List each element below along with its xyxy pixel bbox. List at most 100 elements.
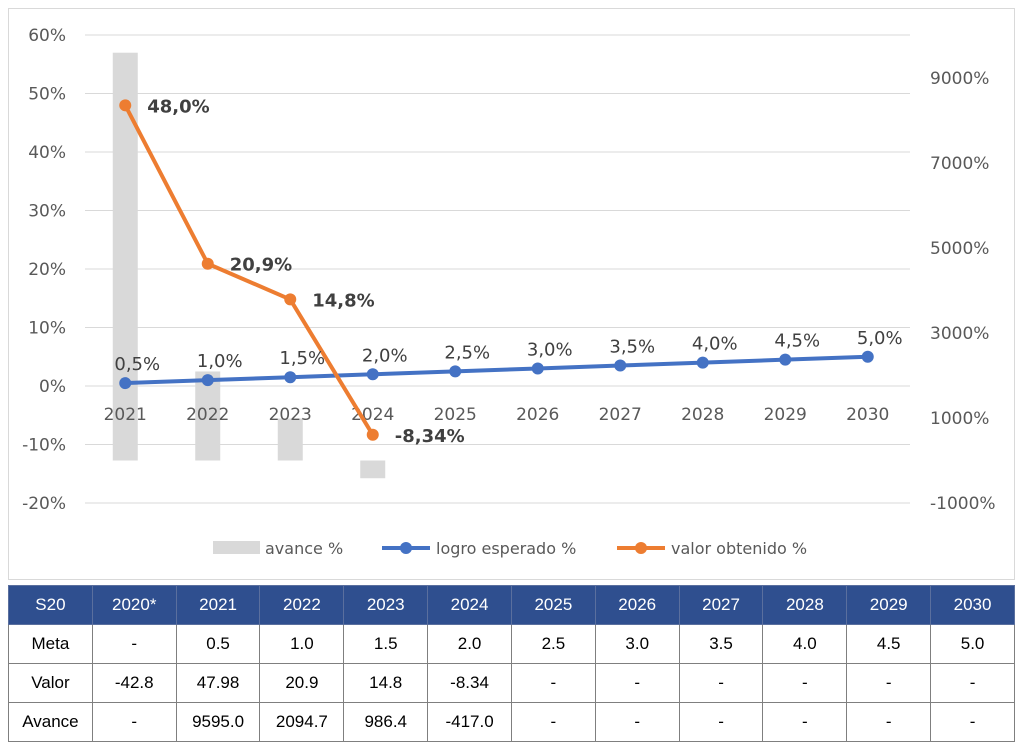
secondary-tick-label: 3000% — [930, 324, 989, 344]
table-cell: - — [510, 663, 596, 703]
table-cell: - — [678, 702, 764, 742]
marker-point — [531, 362, 544, 375]
data-label-logro: 0,5% — [114, 354, 160, 375]
data-label-valor: -8,34% — [395, 426, 465, 447]
marker-point — [119, 377, 132, 390]
legend: avance % logro esperado % valor obtenido % — [213, 539, 807, 558]
table-header-cell: 2028 — [762, 585, 848, 625]
marker-point — [119, 99, 132, 112]
table-cell: 3.5 — [678, 624, 764, 664]
primary-tick-label: 60% — [28, 26, 66, 46]
primary-tick-label: 40% — [28, 143, 66, 163]
category-label: 2029 — [764, 405, 807, 425]
bar-avance — [360, 460, 386, 479]
secondary-tick-label: 7000% — [930, 154, 989, 174]
secondary-axis: 9000% 7000% 5000% 3000% 1000% -1000% — [930, 69, 996, 514]
table-cell: 2.0 — [427, 624, 512, 664]
primary-tick-label: -10% — [22, 436, 66, 456]
table-header-cell: 2025 — [510, 585, 596, 625]
data-label-logro: 4,0% — [692, 334, 738, 355]
table-cell: 2094.7 — [259, 702, 345, 742]
marker-point — [779, 353, 792, 366]
legend-swatch-avance — [213, 541, 260, 554]
chart-frame — [8, 8, 1015, 580]
row-label-cell: Valor — [8, 663, 93, 703]
table-cell: -42.8 — [91, 663, 177, 703]
table-cell: 5.0 — [930, 624, 1015, 664]
combo-chart: 60% 50% 40% 30% 20% 10% 0% -10% -20% 9000% 7000% 5… — [22, 26, 996, 558]
data-label-logro: 2,0% — [362, 345, 408, 366]
bar-avance — [195, 371, 221, 461]
table-header-cell: 2023 — [343, 585, 429, 625]
marker-point — [366, 428, 379, 441]
table-cell: 0.5 — [175, 624, 261, 664]
table-header-cell: 2030 — [930, 585, 1015, 625]
table-cell: 47.98 — [175, 663, 261, 703]
category-label: 2026 — [516, 405, 559, 425]
table-cell: - — [91, 702, 177, 742]
row-label-cell: Avance — [8, 702, 93, 742]
marker-point — [284, 293, 297, 306]
data-table: S20 2020* 2021 2022 2023 2024 2025 2026 2027 2028… — [8, 585, 1015, 742]
table-cell: - — [930, 663, 1015, 703]
table-row: Avance -9595.0 2094.7 986.4 -417.0- - - - - - — [8, 702, 1015, 742]
table-cell: - — [762, 702, 848, 742]
legend-label-valor: valor obtenido % — [671, 539, 807, 558]
table-row: Meta -0.5 1.0 1.5 2.0 2.5 3.0 3.5 4.0 4.5 5.0 — [8, 624, 1015, 664]
primary-axis: 60% 50% 40% 30% 20% 10% 0% -10% -20% — [22, 26, 66, 514]
data-label-logro: 2,5% — [444, 342, 490, 363]
table-cell: 1.0 — [259, 624, 345, 664]
line-series — [119, 99, 874, 441]
table-cell: 9595.0 — [175, 702, 261, 742]
category-label: 2023 — [269, 405, 312, 425]
data-label-logro: 1,5% — [279, 348, 325, 369]
marker-point — [201, 257, 214, 270]
table-header-cell: 2024 — [427, 585, 512, 625]
data-label-valor: 14,8% — [312, 290, 374, 311]
secondary-tick-label: 5000% — [930, 239, 989, 259]
secondary-tick-label: 9000% — [930, 69, 989, 89]
primary-tick-label: 0% — [39, 377, 66, 397]
primary-tick-label: 30% — [28, 202, 66, 222]
table-header-cell: 2021 — [175, 585, 261, 625]
legend-label-logro: logro esperado % — [436, 539, 576, 558]
primary-tick-label: 50% — [28, 85, 66, 105]
category-label: 2028 — [681, 405, 724, 425]
table-header-cell: 2022 — [259, 585, 345, 625]
line-logro-esperado — [125, 354, 868, 386]
data-label-logro: 5,0% — [857, 328, 903, 349]
table-header-row: S20 2020* 2021 2022 2023 2024 2025 2026 2027 2028… — [8, 585, 1015, 625]
line-valor-obtenido — [123, 104, 375, 436]
secondary-tick-label: 1000% — [930, 409, 989, 429]
gridlines — [85, 34, 910, 504]
table-cell: 4.5 — [846, 624, 932, 664]
table-cell: - — [678, 663, 764, 703]
category-axis: 2021 2022 2023 2024 2025 2026 2027 2028 2029 2030 — [104, 405, 890, 425]
table-cell: 986.4 — [343, 702, 429, 742]
table-cell: 4.0 — [762, 624, 848, 664]
marker-point — [284, 371, 297, 384]
table-cell: - — [762, 663, 848, 703]
table-cell: - — [930, 702, 1015, 742]
table-header-cell: 2027 — [678, 585, 764, 625]
data-label-logro: 3,5% — [609, 337, 655, 358]
table-cell: 3.0 — [594, 624, 680, 664]
table-cell: 20.9 — [259, 663, 345, 703]
table-cell: -8.34 — [427, 663, 512, 703]
table-row: Valor -42.8 47.98 20.9 14.8 -8.34- - - - - - — [8, 663, 1015, 703]
bar-avance — [112, 52, 138, 461]
legend-marker-logro — [400, 542, 412, 554]
marker-point — [696, 356, 709, 369]
table-cell: - — [846, 663, 932, 703]
table-cell: - — [846, 702, 932, 742]
table-cell: - — [91, 624, 177, 664]
table-header-cell: 2026 — [594, 585, 680, 625]
table-cell: 14.8 — [343, 663, 429, 703]
data-label-logro: 3,0% — [527, 339, 573, 360]
category-label: 2021 — [104, 405, 147, 425]
legend-marker-valor — [635, 542, 647, 554]
bar-avance — [277, 418, 303, 461]
data-label-valor: 20,9% — [230, 255, 292, 276]
table-cell: - — [594, 663, 680, 703]
primary-tick-label: -20% — [22, 494, 66, 514]
